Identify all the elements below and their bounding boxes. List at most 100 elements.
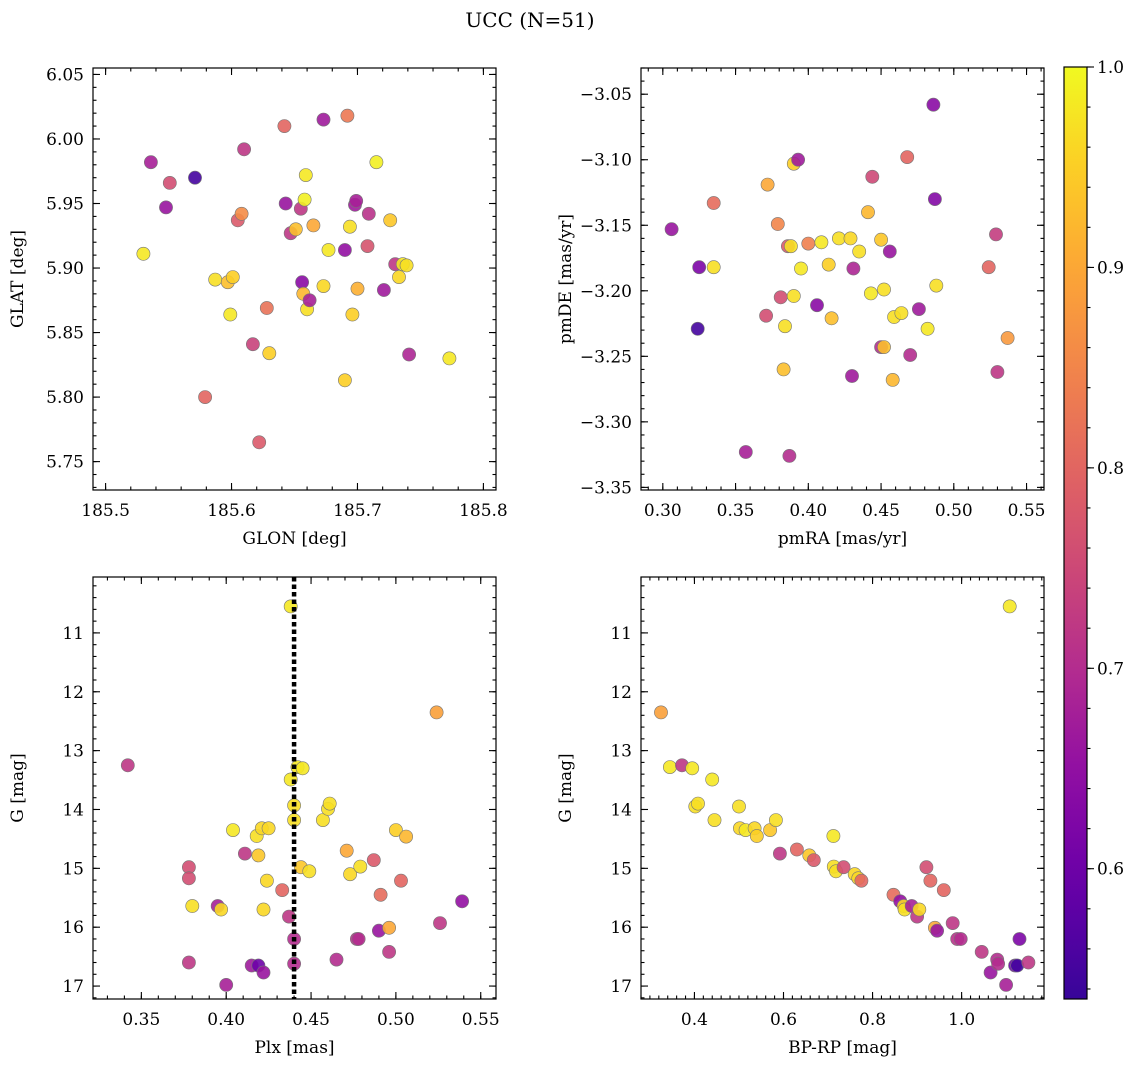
data-point — [252, 435, 267, 450]
panel-plx-g: 0.35 0.40 0.45 0.50 0.55 11 12 13 14 15 16 17 Plx [m… — [8, 576, 500, 1058]
data-point — [251, 848, 266, 863]
data-point — [351, 932, 366, 946]
data-point — [162, 175, 177, 190]
data-point — [159, 200, 173, 215]
data-point — [983, 965, 998, 980]
x-tick-label: 0.40 — [789, 501, 827, 521]
data-point — [219, 978, 234, 992]
data-point — [749, 829, 764, 843]
y-tick-label: 6.00 — [46, 130, 84, 150]
y-tick-label: −3.30 — [580, 413, 632, 433]
axes-frame — [640, 67, 1045, 491]
y-tick-label: −3.05 — [580, 85, 632, 105]
data-point — [120, 758, 135, 773]
x-tick-label: 0.55 — [1008, 501, 1046, 521]
data-point — [302, 864, 317, 879]
data-point — [926, 97, 941, 112]
data-point — [773, 290, 788, 305]
y-tick-label: −3.35 — [580, 478, 632, 498]
y-tick-label: 12 — [610, 683, 632, 703]
y-tick-label: 15 — [610, 859, 632, 879]
data-point — [778, 319, 792, 334]
data-point — [245, 337, 260, 352]
data-point — [776, 362, 791, 377]
x-tick-label: 0.40 — [207, 1010, 245, 1030]
data-point — [349, 193, 364, 208]
data-point — [340, 108, 355, 123]
data-point — [353, 859, 368, 874]
data-point — [852, 244, 867, 259]
data-point — [769, 813, 783, 827]
y-tick-label: 16 — [62, 918, 84, 938]
data-point — [237, 846, 252, 861]
x-tick-label: 0.45 — [862, 501, 900, 521]
data-point — [691, 796, 705, 811]
data-point — [919, 860, 934, 875]
data-point — [810, 298, 824, 313]
data-point — [361, 206, 376, 221]
data-point — [707, 813, 722, 827]
data-point — [277, 119, 292, 133]
axes-frame — [640, 576, 1045, 1000]
y-tick-label: 5.80 — [46, 388, 84, 408]
data-point — [223, 307, 238, 322]
data-point — [990, 365, 1005, 379]
x-axis-label: GLON [deg] — [242, 529, 346, 549]
y-tick-label: 15 — [62, 859, 84, 879]
y-tick-label: 5.85 — [46, 324, 84, 344]
data-point — [392, 270, 406, 284]
data-point — [794, 261, 808, 276]
data-point — [383, 213, 398, 228]
data-point — [846, 261, 861, 276]
data-point — [342, 219, 357, 234]
data-point — [903, 348, 918, 362]
data-point — [738, 445, 753, 459]
data-point — [366, 853, 381, 867]
y-tick-label: 11 — [62, 624, 84, 644]
y-axis-label: G [mag] — [556, 753, 576, 822]
data-point — [760, 177, 775, 192]
x-axis-label: Plx [mas] — [254, 1038, 334, 1058]
colorbar-tick-label: 0.6 — [1097, 860, 1124, 880]
data-point — [295, 275, 309, 290]
data-point — [1012, 932, 1027, 946]
data-point — [706, 260, 721, 275]
data-point — [376, 283, 391, 297]
data-point — [455, 894, 469, 909]
x-tick-label: 0.50 — [935, 501, 973, 521]
y-tick-label: 5.90 — [46, 259, 84, 279]
data-point — [181, 871, 196, 886]
data-point — [382, 920, 396, 935]
data-point — [773, 846, 787, 861]
data-point — [350, 281, 365, 296]
data-point — [991, 956, 1005, 971]
data-point — [369, 155, 384, 170]
data-point — [259, 873, 274, 888]
data-point — [790, 842, 804, 857]
y-axis-label: G [mag] — [8, 753, 28, 822]
data-point — [1000, 331, 1015, 345]
y-tick-label: −3.20 — [580, 282, 632, 302]
x-tick-label: 185.7 — [333, 501, 382, 521]
colorbar-tick-label: 0.9 — [1097, 258, 1124, 278]
data-point — [836, 860, 851, 875]
data-point — [402, 347, 416, 362]
data-point — [864, 286, 878, 301]
y-tick-label: 13 — [610, 742, 632, 762]
data-point — [974, 945, 989, 959]
data-point — [275, 883, 290, 897]
x-tick-label: 0.50 — [377, 1010, 415, 1030]
panels: 185.5 185.6 185.7 185.8 5.75 5.80 5.85 5.90 5.95… — [8, 65, 1045, 1058]
data-point — [208, 272, 223, 287]
x-tick-label: 1.0 — [948, 1010, 975, 1030]
y-axis-label: pmDE [mas/yr] — [556, 214, 576, 344]
data-point — [845, 369, 859, 383]
data-point — [198, 390, 212, 404]
data-point — [429, 705, 444, 720]
data-point — [343, 867, 357, 882]
data-point — [806, 853, 821, 867]
data-point — [874, 232, 888, 247]
data-point — [442, 351, 457, 366]
data-point — [882, 244, 897, 259]
